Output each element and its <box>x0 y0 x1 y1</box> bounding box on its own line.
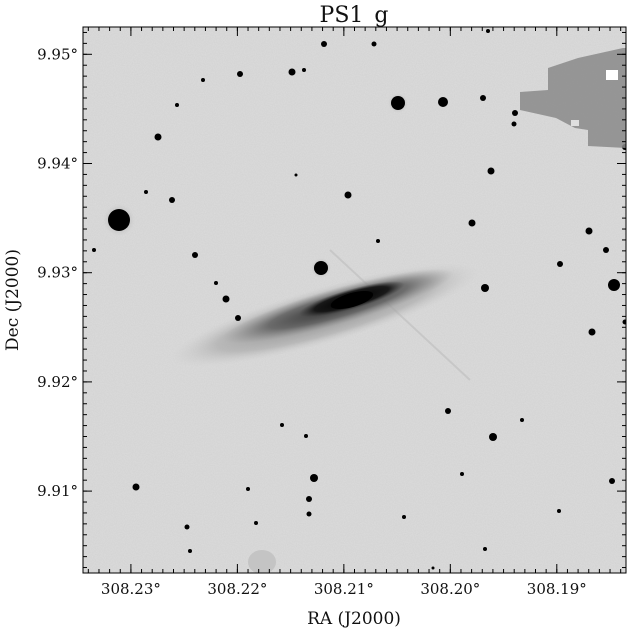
x-tick-label: 308.21° <box>314 580 374 598</box>
galaxy <box>171 263 479 367</box>
x-axis-label: RA (J2000) <box>307 609 401 629</box>
axis-ticks <box>83 27 626 573</box>
bright-stars <box>103 93 620 291</box>
detector-artifact <box>520 48 626 148</box>
axis-tick-labels: 308.23° 308.22° 308.21° 308.20° 308.19° 9.95°… <box>37 45 587 598</box>
y-tick-label: 9.94° <box>37 155 78 173</box>
y-tick-label: 9.93° <box>37 264 78 282</box>
y-tick-label: 9.91° <box>37 482 78 500</box>
figure-title: PS1_g <box>320 3 389 28</box>
y-tick-label: 9.95° <box>37 45 78 63</box>
x-tick-label: 308.23° <box>101 580 161 598</box>
sky-image <box>83 27 626 573</box>
field-stars <box>92 29 626 570</box>
x-tick-label: 308.19° <box>527 580 587 598</box>
x-tick-label: 308.20° <box>420 580 480 598</box>
faint-blob <box>248 550 276 573</box>
y-tick-label: 9.92° <box>37 373 78 391</box>
y-axis-label: Dec (J2000) <box>3 249 23 351</box>
x-tick-label: 308.22° <box>207 580 267 598</box>
